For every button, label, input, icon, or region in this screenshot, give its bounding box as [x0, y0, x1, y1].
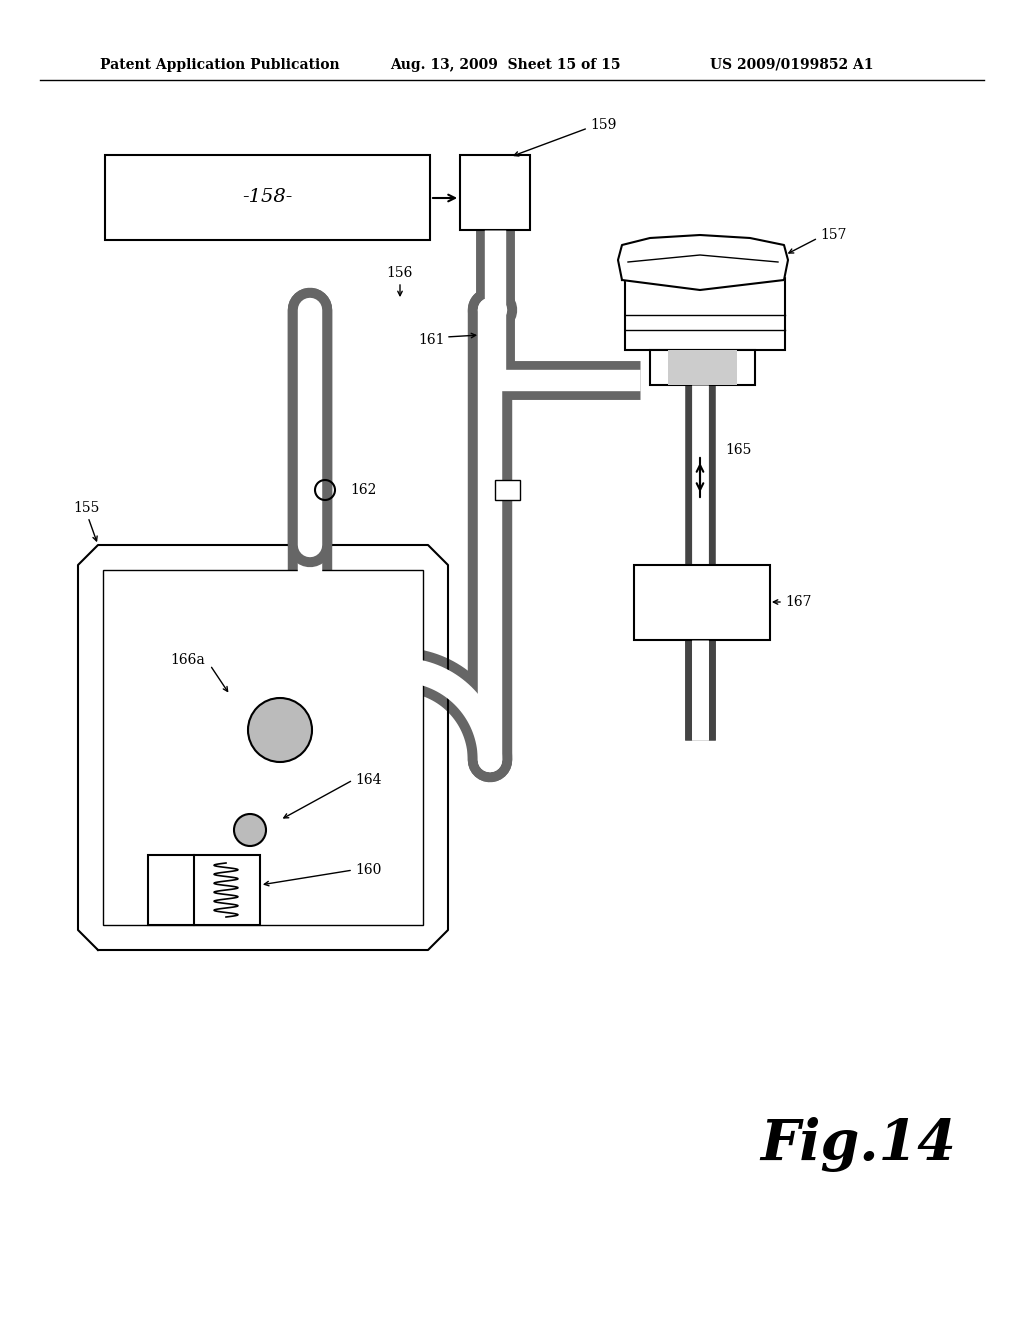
Text: 161: 161	[419, 333, 445, 347]
Text: US 2009/0199852 A1: US 2009/0199852 A1	[710, 58, 873, 73]
Text: Aug. 13, 2009  Sheet 15 of 15: Aug. 13, 2009 Sheet 15 of 15	[390, 58, 621, 73]
Text: Patent Application Publication: Patent Application Publication	[100, 58, 340, 73]
Text: -158-: -158-	[243, 189, 293, 206]
Text: 160: 160	[355, 863, 381, 876]
Text: 167: 167	[785, 595, 811, 609]
Polygon shape	[78, 545, 449, 950]
FancyBboxPatch shape	[668, 350, 737, 385]
FancyBboxPatch shape	[148, 855, 260, 925]
Text: 165: 165	[725, 444, 752, 457]
Text: 164: 164	[355, 774, 382, 787]
Circle shape	[234, 814, 266, 846]
FancyBboxPatch shape	[460, 154, 530, 230]
FancyBboxPatch shape	[103, 570, 423, 925]
Text: 162: 162	[350, 483, 377, 498]
Text: 166a: 166a	[170, 653, 205, 667]
Text: Fig.14: Fig.14	[760, 1118, 955, 1172]
FancyBboxPatch shape	[650, 350, 755, 385]
Polygon shape	[618, 235, 788, 290]
Text: 159: 159	[590, 117, 616, 132]
Text: 155: 155	[73, 502, 99, 515]
Text: 156: 156	[387, 267, 414, 280]
FancyBboxPatch shape	[634, 565, 770, 640]
FancyBboxPatch shape	[105, 154, 430, 240]
Text: 157: 157	[820, 228, 847, 242]
FancyBboxPatch shape	[495, 480, 520, 500]
Circle shape	[248, 698, 312, 762]
FancyBboxPatch shape	[625, 279, 785, 350]
